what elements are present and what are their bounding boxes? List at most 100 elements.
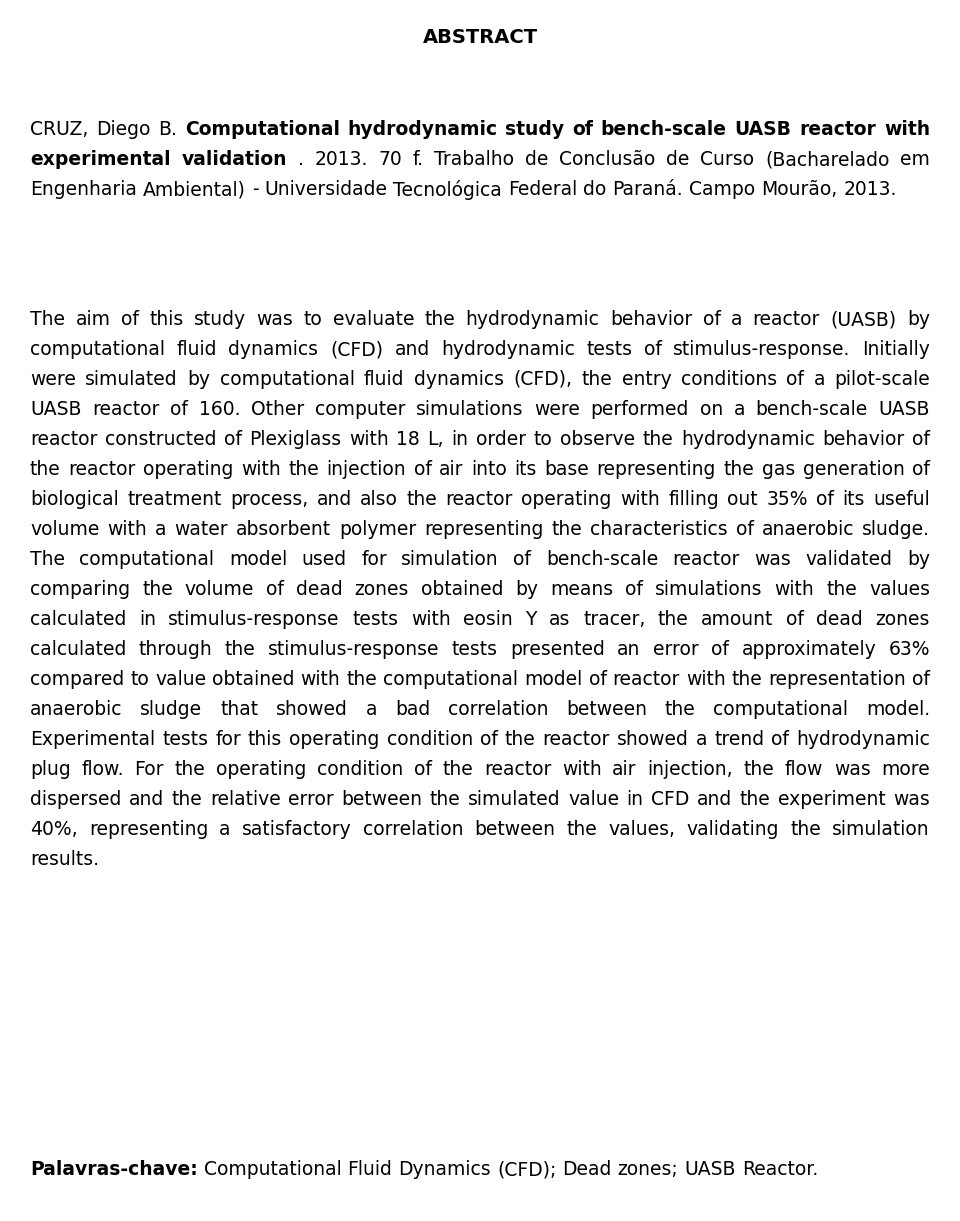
Text: stimulus-response: stimulus-response bbox=[268, 640, 440, 659]
Text: representation: representation bbox=[768, 670, 906, 689]
Text: in: in bbox=[451, 430, 468, 449]
Text: 18: 18 bbox=[396, 430, 420, 449]
Text: computational: computational bbox=[220, 370, 354, 389]
Text: hydrodynamic: hydrodynamic bbox=[681, 430, 815, 449]
Text: Trabalho: Trabalho bbox=[435, 150, 515, 168]
Text: tests: tests bbox=[162, 730, 208, 748]
Text: the: the bbox=[743, 759, 775, 779]
Text: Initially: Initially bbox=[862, 339, 930, 359]
Text: correlation: correlation bbox=[447, 700, 548, 719]
Text: computer: computer bbox=[315, 400, 405, 419]
Text: in: in bbox=[139, 610, 156, 629]
Text: amount: amount bbox=[701, 610, 774, 629]
Text: zones: zones bbox=[876, 610, 930, 629]
Text: the: the bbox=[724, 460, 755, 479]
Text: operating: operating bbox=[216, 759, 306, 779]
Text: experimental: experimental bbox=[30, 150, 171, 168]
Text: hydrodynamic: hydrodynamic bbox=[441, 339, 575, 359]
Text: representing: representing bbox=[424, 520, 543, 538]
Text: its: its bbox=[515, 460, 537, 479]
Text: the: the bbox=[30, 460, 60, 479]
Text: with: with bbox=[241, 460, 281, 479]
Text: UASB: UASB bbox=[734, 120, 792, 139]
Text: showed: showed bbox=[616, 730, 688, 748]
Text: air: air bbox=[440, 460, 464, 479]
Text: obtained: obtained bbox=[420, 580, 503, 600]
Text: The: The bbox=[30, 549, 65, 569]
Text: em: em bbox=[900, 150, 930, 168]
Text: validation: validation bbox=[181, 150, 287, 168]
Text: characteristics: characteristics bbox=[590, 520, 728, 538]
Text: reactor: reactor bbox=[753, 310, 820, 328]
Text: the: the bbox=[566, 821, 597, 839]
Text: reactor: reactor bbox=[673, 549, 740, 569]
Text: with: with bbox=[775, 580, 814, 600]
Text: of: of bbox=[771, 730, 789, 748]
Text: the: the bbox=[175, 759, 205, 779]
Text: dead: dead bbox=[296, 580, 343, 600]
Text: calculated: calculated bbox=[30, 640, 127, 659]
Text: bad: bad bbox=[395, 700, 430, 719]
Text: water: water bbox=[175, 520, 228, 538]
Text: were: were bbox=[534, 400, 580, 419]
Text: the: the bbox=[732, 670, 762, 689]
Text: of: of bbox=[816, 490, 834, 509]
Text: the: the bbox=[552, 520, 583, 538]
Text: was: was bbox=[256, 310, 293, 328]
Text: with: with bbox=[884, 120, 930, 139]
Text: relative: relative bbox=[210, 790, 280, 810]
Text: a: a bbox=[219, 821, 230, 839]
Text: of: of bbox=[912, 670, 930, 689]
Text: by: by bbox=[907, 549, 930, 569]
Text: model: model bbox=[524, 670, 583, 689]
Text: pilot-scale: pilot-scale bbox=[834, 370, 930, 389]
Text: Reactor.: Reactor. bbox=[742, 1160, 818, 1179]
Text: condition: condition bbox=[317, 759, 403, 779]
Text: operating: operating bbox=[289, 730, 379, 748]
Text: 35%: 35% bbox=[766, 490, 808, 509]
Text: volume: volume bbox=[30, 520, 100, 538]
Text: generation: generation bbox=[803, 460, 904, 479]
Text: with: with bbox=[620, 490, 660, 509]
Text: zones;: zones; bbox=[617, 1160, 679, 1179]
Text: volume: volume bbox=[184, 580, 254, 600]
Text: for: for bbox=[361, 549, 387, 569]
Text: the: the bbox=[142, 580, 173, 600]
Text: used: used bbox=[301, 549, 347, 569]
Text: the: the bbox=[827, 580, 857, 600]
Text: and: and bbox=[395, 339, 430, 359]
Text: a: a bbox=[813, 370, 825, 389]
Text: approximately: approximately bbox=[741, 640, 876, 659]
Text: of: of bbox=[588, 670, 607, 689]
Text: tracer,: tracer, bbox=[583, 610, 645, 629]
Text: reactor: reactor bbox=[68, 460, 135, 479]
Text: by: by bbox=[187, 370, 210, 389]
Text: was: was bbox=[755, 549, 791, 569]
Text: tests: tests bbox=[587, 339, 633, 359]
Text: Federal: Federal bbox=[508, 179, 577, 199]
Text: through: through bbox=[139, 640, 212, 659]
Text: calculated: calculated bbox=[30, 610, 127, 629]
Text: the: the bbox=[658, 610, 688, 629]
Text: aim: aim bbox=[76, 310, 110, 328]
Text: with: with bbox=[300, 670, 341, 689]
Text: showed: showed bbox=[276, 700, 348, 719]
Text: 40%,: 40%, bbox=[30, 821, 78, 839]
Text: of: of bbox=[121, 310, 138, 328]
Text: Ambiental): Ambiental) bbox=[143, 179, 246, 199]
Text: and: and bbox=[697, 790, 732, 810]
Text: of: of bbox=[786, 610, 804, 629]
Text: bench-scale: bench-scale bbox=[601, 120, 727, 139]
Text: by: by bbox=[516, 580, 539, 600]
Text: bench-scale: bench-scale bbox=[756, 400, 868, 419]
Text: into: into bbox=[471, 460, 507, 479]
Text: entry: entry bbox=[621, 370, 671, 389]
Text: Fluid: Fluid bbox=[348, 1160, 393, 1179]
Text: more: more bbox=[881, 759, 930, 779]
Text: of: of bbox=[414, 759, 432, 779]
Text: model: model bbox=[228, 549, 287, 569]
Text: Engenharia: Engenharia bbox=[30, 179, 137, 199]
Text: compared: compared bbox=[30, 670, 124, 689]
Text: Conclusão: Conclusão bbox=[560, 150, 656, 168]
Text: reactor: reactor bbox=[612, 670, 680, 689]
